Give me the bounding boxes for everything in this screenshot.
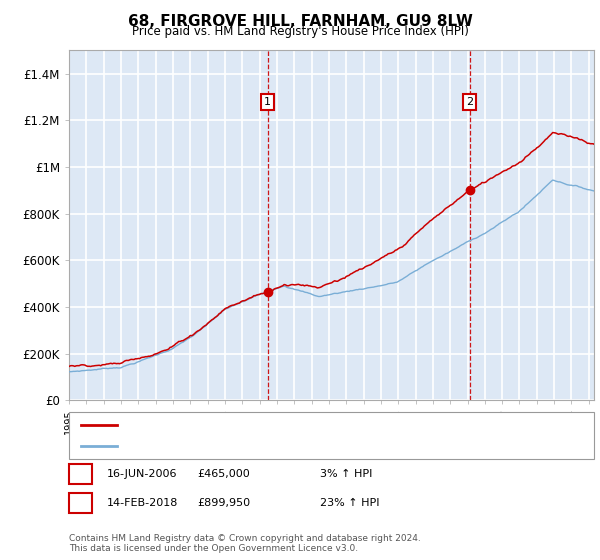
- Text: HPI: Average price, detached house, Waverley: HPI: Average price, detached house, Wave…: [126, 441, 367, 451]
- Text: 3% ↑ HPI: 3% ↑ HPI: [320, 469, 372, 479]
- Text: 23% ↑ HPI: 23% ↑ HPI: [320, 498, 379, 508]
- Text: Contains HM Land Registry data © Crown copyright and database right 2024.
This d: Contains HM Land Registry data © Crown c…: [69, 534, 421, 553]
- Text: 2: 2: [77, 498, 84, 508]
- Text: 2: 2: [466, 97, 473, 107]
- Text: 68, FIRGROVE HILL, FARNHAM, GU9 8LW: 68, FIRGROVE HILL, FARNHAM, GU9 8LW: [128, 14, 472, 29]
- Text: 1: 1: [77, 469, 84, 479]
- Text: 1: 1: [264, 97, 271, 107]
- Text: 68, FIRGROVE HILL, FARNHAM, GU9 8LW (detached house): 68, FIRGROVE HILL, FARNHAM, GU9 8LW (det…: [126, 420, 430, 430]
- Text: Price paid vs. HM Land Registry's House Price Index (HPI): Price paid vs. HM Land Registry's House …: [131, 25, 469, 38]
- Text: 14-FEB-2018: 14-FEB-2018: [107, 498, 178, 508]
- Text: £899,950: £899,950: [197, 498, 250, 508]
- Text: 16-JUN-2006: 16-JUN-2006: [107, 469, 178, 479]
- Text: £465,000: £465,000: [197, 469, 250, 479]
